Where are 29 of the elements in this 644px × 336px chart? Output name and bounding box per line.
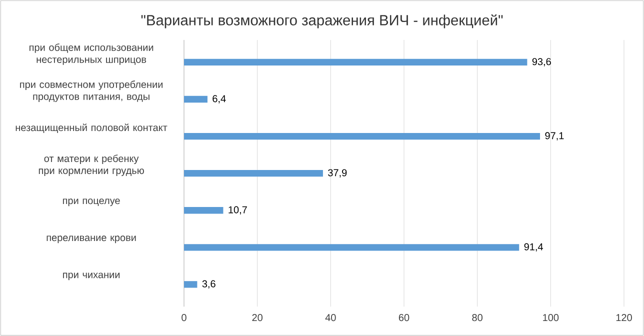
chart-title: "Варианты возможного заражения ВИЧ - инфекцией" (141, 14, 503, 28)
y-tick-label: незащищенный половой контакт (16, 124, 168, 133)
bar (184, 170, 323, 177)
x-tick-label: 120 (616, 314, 632, 322)
y-tick-label: при чихании (63, 272, 120, 280)
bar (184, 281, 198, 288)
bar (184, 58, 528, 66)
x-tick-label: 20 (252, 314, 262, 322)
data-label: 3,6 (202, 280, 216, 289)
x-tick-label: 100 (543, 314, 559, 322)
y-tick-label: при общем использовании нестерильных шприцов (30, 44, 154, 65)
y-tick-label: при поцелуе (62, 198, 120, 206)
y-tick-label: при совместном употреблении продуктов питания, воды (20, 80, 163, 102)
data-label: 10,7 (228, 206, 247, 214)
x-tick-label: 60 (398, 314, 410, 322)
data-label: 97,1 (545, 132, 564, 140)
data-label: 91,4 (524, 243, 544, 252)
x-tick-label: 40 (325, 314, 336, 322)
x-tick-label: 80 (472, 314, 482, 322)
data-label: 37,9 (328, 169, 347, 178)
data-label: 93,6 (532, 58, 551, 66)
y-tick-label: переливание крови (46, 236, 136, 244)
x-tick-label: 0 (182, 314, 186, 322)
data-label: 6,4 (212, 95, 226, 104)
y-tick-label: от матери к ребенку при кормлении грудью (38, 154, 144, 176)
bar (184, 132, 540, 140)
bar (184, 244, 520, 251)
bar (184, 96, 208, 103)
bar (184, 207, 224, 214)
